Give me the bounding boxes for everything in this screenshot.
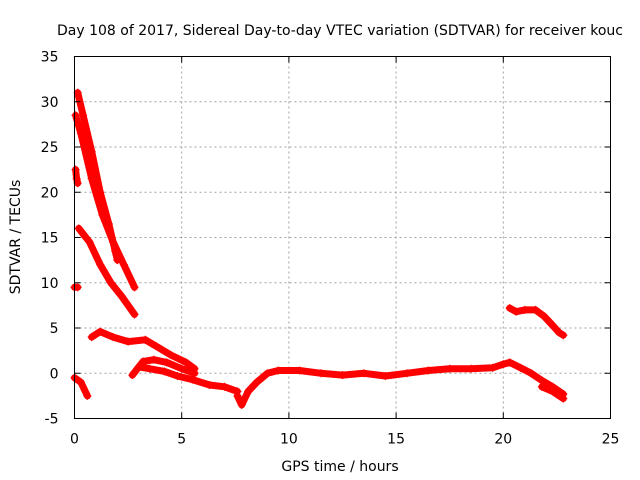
y-axis-label: SDTVAR / TECUs [8,180,24,295]
data-point [512,307,521,316]
data-point [359,369,368,378]
data-point [130,283,139,292]
x-tick-label: 10 [280,432,298,448]
data-point [73,88,82,97]
grid [74,56,611,419]
y-tick-label: 15 [41,231,59,247]
data-point [128,371,137,380]
data-point [73,283,82,292]
data-point [555,328,564,337]
y-tick-label: 20 [41,185,59,201]
data-point [85,238,94,247]
data-point [130,310,139,319]
y-tick-label: 30 [41,95,59,111]
data-point [505,358,514,367]
series-arc-d [75,224,138,318]
data-point [79,111,88,120]
y-tick-label: 5 [50,321,59,337]
data-point [531,305,540,314]
data-point [402,369,411,378]
data-point [96,188,105,197]
data-point [76,129,85,138]
data-point [87,147,96,156]
data-point [237,400,246,409]
data-point [83,391,92,400]
series-arc-j [233,358,567,409]
data-point [73,179,82,188]
data-point [252,378,261,387]
y-tick-label: 0 [50,366,59,382]
data-point [117,292,126,301]
data-point [87,333,96,342]
data-point [151,342,160,351]
data-point [295,366,304,375]
data-point [166,351,175,360]
data-point [527,369,536,378]
series-group [70,88,568,409]
data-point [445,364,454,373]
ticks: 0 5 10 15 20 25 -5 0 5 10 15 20 25 30 35 [41,50,620,448]
data-point [111,247,120,256]
data-point [104,219,113,228]
data-point [381,371,390,380]
data-point [505,304,514,313]
data-point [559,394,568,403]
y-tick-label: -5 [45,412,59,428]
data-point [205,381,214,390]
data-point [134,362,143,371]
x-tick-label: 25 [602,432,620,448]
x-tick-label: 15 [387,432,405,448]
data-point [109,333,118,342]
data-point [338,371,347,380]
data-point [119,260,128,269]
data-point [499,360,508,369]
data-point [244,387,253,396]
data-point [173,371,182,380]
series-arc-g [128,356,199,379]
x-tick-label: 5 [177,432,186,448]
data-point [274,366,283,375]
data-point [559,331,568,340]
data-point [263,369,272,378]
data-point [190,369,199,378]
data-point [516,363,525,372]
data-point [548,321,557,330]
y-tick-label: 35 [41,50,59,66]
data-point [162,358,171,367]
data-point [537,382,546,391]
data-point [317,369,326,378]
data-point [181,358,190,367]
x-tick-label: 20 [494,432,512,448]
x-tick-label: 0 [70,432,79,448]
data-point [113,256,122,265]
data-point [96,327,105,336]
data-point [188,375,197,384]
data-point [106,278,115,287]
data-point [124,337,133,346]
data-point [233,391,242,400]
data-point [76,378,85,387]
data-point [71,165,80,174]
data-point [520,305,529,314]
data-point [548,387,557,396]
data-point [540,312,549,321]
x-axis-label: GPS time / hours [281,459,398,475]
data-point [177,364,186,373]
data-point [160,367,169,376]
y-tick-label: 10 [41,276,59,292]
y-tick-label: 25 [41,140,59,156]
data-point [72,174,81,183]
data-point [488,363,497,372]
data-point [71,111,80,120]
data-point [467,364,476,373]
data-point [141,335,150,344]
data-point [96,260,105,269]
data-point [220,382,229,391]
data-point [424,366,433,375]
data-point [149,355,158,364]
chart-title: Day 108 of 2017, Sidereal Day-to-day VTE… [57,23,623,39]
data-point [145,364,154,373]
data-point [74,224,83,233]
